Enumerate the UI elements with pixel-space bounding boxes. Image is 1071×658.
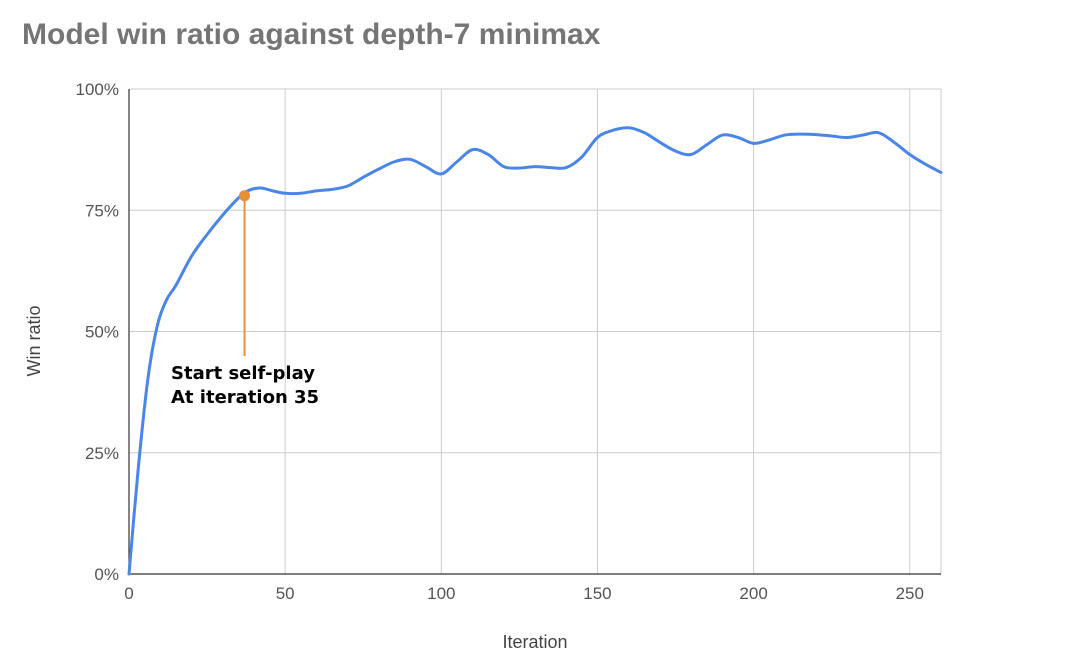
- y-axis-label: Win ratio: [24, 305, 44, 376]
- y-tick-label: 100%: [76, 80, 119, 99]
- x-tick-label: 0: [124, 584, 133, 603]
- series-layer: [127, 126, 943, 576]
- annotation-marker: [239, 190, 251, 202]
- y-tick-label: 25%: [85, 444, 119, 463]
- x-tick-label: 200: [739, 584, 767, 603]
- x-tick-label: 250: [896, 584, 924, 603]
- annotation: Start self-play At iteration 35: [171, 190, 319, 408]
- chart-title: Model win ratio against depth-7 minimax: [22, 18, 601, 51]
- grid-lines: [129, 88, 942, 574]
- annotation-text-line: At iteration 35: [171, 387, 319, 408]
- y-tick-label: 75%: [85, 201, 119, 220]
- x-axis-label: Iteration: [502, 632, 567, 652]
- tick-labels: 0% 25% 50% 75% 100% 0 50 100 150 200 250: [76, 80, 924, 603]
- y-tick-label: 0%: [94, 565, 119, 584]
- x-tick-label: 100: [427, 584, 455, 603]
- y-tick-label: 50%: [85, 323, 119, 342]
- x-tick-label: 50: [276, 584, 295, 603]
- annotation-text-line: Start self-play: [171, 363, 315, 384]
- series-line: [127, 126, 943, 576]
- axes: [128, 89, 941, 575]
- x-tick-label: 150: [583, 584, 611, 603]
